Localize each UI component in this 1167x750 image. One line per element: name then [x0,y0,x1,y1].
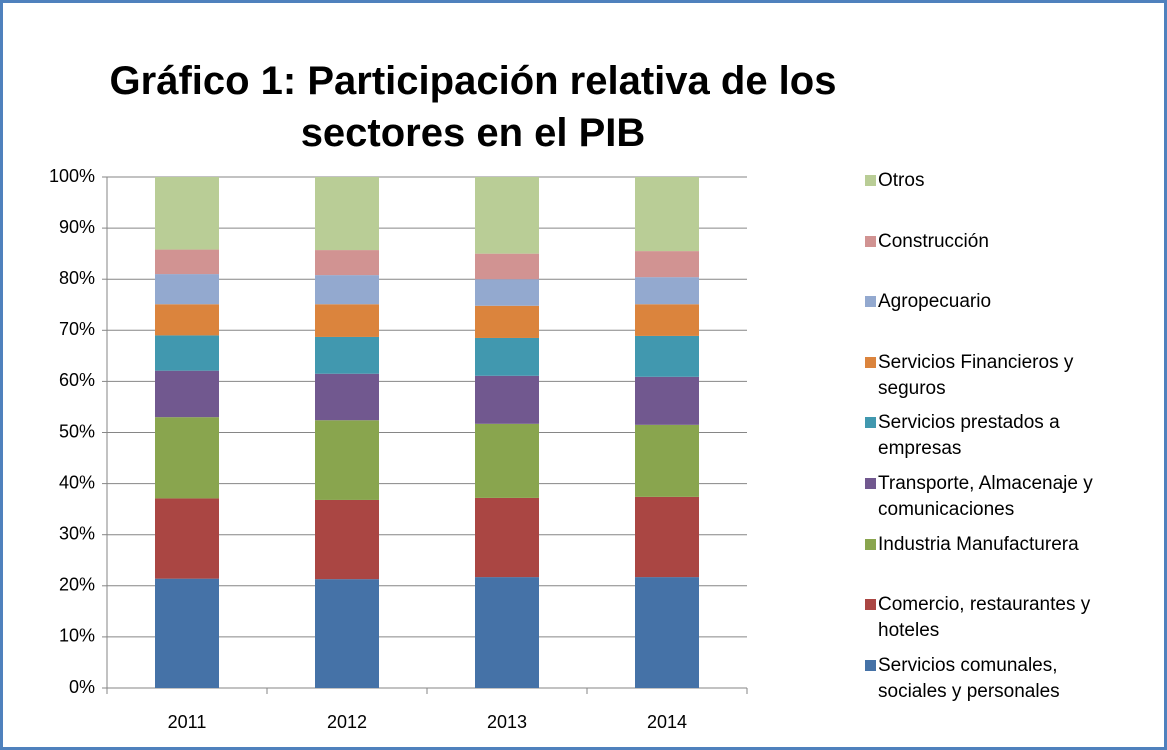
bar-segment [475,577,539,688]
y-tick-label: 60% [59,370,95,390]
bar-segment [315,275,379,305]
bar-segment [315,177,379,251]
legend-item: Transporte, Almacenaje y comunicaciones [865,471,1115,523]
legend-item: Servicios comunales, sociales y personal… [865,653,1115,705]
legend-swatch [865,538,876,550]
chart-title: Gráfico 1: Participación relativa de los… [109,59,837,155]
legend-swatch [865,235,876,247]
bar-segment [475,497,539,578]
bar-segment [155,304,219,336]
bar-segment [315,304,379,337]
bar-segment [475,423,539,498]
x-tick-label: 2014 [647,712,687,732]
bar-segment [635,177,699,252]
legend-label: Servicios Financieros y seguros [878,351,1074,399]
legend-swatch [865,296,876,308]
legend-label: Servicios prestados a empresas [878,412,1060,460]
legend-label: Construcción [878,230,989,252]
y-tick-label: 80% [59,268,95,288]
y-tick-label: 10% [59,626,95,646]
x-tick-label: 2013 [487,712,527,732]
bar-segment [155,370,219,418]
y-tick-label: 0% [69,677,95,697]
y-tick-label: 50% [59,421,95,441]
x-tick-label: 2012 [327,712,367,732]
bar-segment [155,249,219,275]
bar-segment [155,578,219,688]
legend-swatch [865,175,876,186]
legend-label: Comercio, restaurantes y hoteles [878,594,1091,642]
y-tick-label: 40% [59,472,95,492]
bar-segment [635,424,699,497]
legend-item: Agropecuario [865,289,1115,315]
legend-item: Otros [865,168,1115,194]
bar-segment [475,177,539,254]
legend-label: Industria Manufacturera [878,533,1079,555]
legend-label: Transporte, Almacenaje y comunicaciones [878,473,1093,520]
bar-segment [315,373,379,421]
legend-item: Servicios Financieros y seguros [865,350,1115,402]
bar-segment [635,577,699,688]
bar-segment [155,335,219,371]
bar-segment [635,376,699,425]
bar-segment [475,375,539,424]
bar-segment [475,305,539,338]
legend-item: Comercio, restaurantes y hoteles [865,592,1115,644]
bar-segment [475,253,539,280]
bar-segment [475,337,539,376]
legend-swatch [865,417,876,429]
bar-segment [475,279,539,306]
legend-swatch [865,478,876,489]
y-tick-label: 70% [59,319,95,339]
bar-segment [635,335,699,377]
bar-segment [635,496,699,578]
bar-segment [315,250,379,276]
bar-segment [155,177,219,250]
bar-segment [635,251,699,278]
bar-segment [635,304,699,336]
y-tick-label: 20% [59,575,95,595]
legend-item: Servicios prestados a empresas [865,410,1115,462]
legend-label: Otros [878,170,925,191]
legend-swatch [865,659,876,671]
legend-swatch [865,599,876,611]
bar-segment [155,498,219,579]
bar-segment [155,417,219,499]
legend-label: Servicios comunales, sociales y personal… [878,654,1060,702]
legend-item: Industria Manufacturera [865,532,1115,558]
bar-segment [315,336,379,374]
legend-label: Agropecuario [878,291,992,313]
legend-item: Construcción [865,229,1115,255]
y-tick-label: 100% [49,166,95,186]
bar-segment [315,579,379,688]
bar-segment [635,277,699,305]
y-tick-label: 90% [59,217,95,237]
legend-swatch [865,356,876,368]
bar-segment [155,274,219,305]
plot: 0% 10% 20% 30% 40% 50% 60% 70% 80% 90% 100% 2011 201… [49,166,748,732]
y-tick-label: 30% [59,523,95,543]
bar-segment [315,499,379,580]
x-tick-label: 2011 [168,712,207,732]
bar-segment [315,420,379,500]
